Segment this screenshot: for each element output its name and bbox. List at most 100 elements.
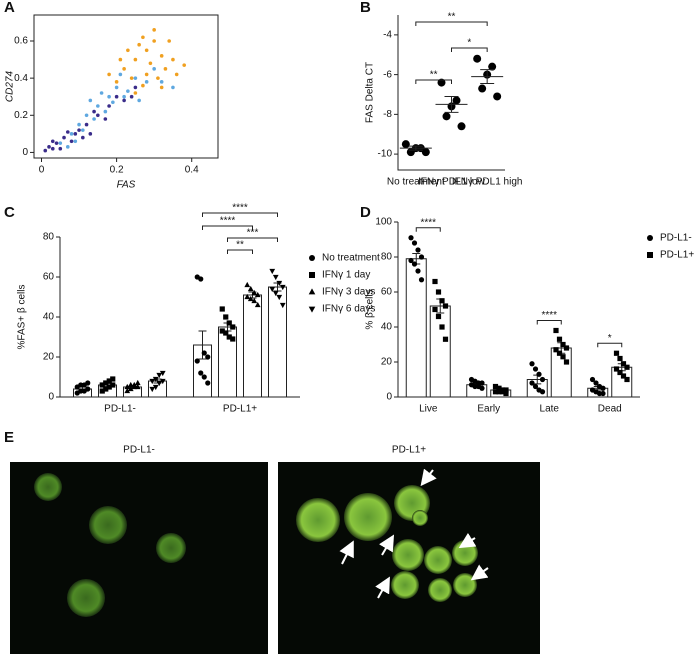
significance-label: **** xyxy=(541,310,557,321)
legend-label: PD-L1- xyxy=(660,233,692,244)
scatter-point xyxy=(171,85,175,90)
y-axis-label: CD274 xyxy=(5,71,16,103)
panel-label: E xyxy=(4,429,14,446)
x-tick-label: Early xyxy=(477,404,500,415)
marker xyxy=(437,78,446,87)
marker xyxy=(401,140,410,149)
marker xyxy=(198,276,204,282)
scatter-point xyxy=(111,100,115,105)
marker xyxy=(536,371,542,377)
marker xyxy=(106,384,112,390)
marker xyxy=(418,277,425,283)
marker xyxy=(309,255,315,261)
marker xyxy=(254,291,261,298)
x-tick-label: Dead xyxy=(598,404,622,415)
marker xyxy=(563,345,570,351)
scatter-point xyxy=(62,135,66,140)
scatter-point xyxy=(77,122,81,127)
scatter-point xyxy=(118,72,123,77)
marker xyxy=(617,355,623,362)
scatter-point xyxy=(167,39,171,43)
y-tick-label: 60 xyxy=(381,287,393,298)
scatter-point xyxy=(81,128,85,132)
significance-label: ** xyxy=(448,12,456,23)
marker xyxy=(124,387,131,394)
significance-bracket xyxy=(451,47,488,52)
marker xyxy=(452,96,461,105)
marker xyxy=(620,361,627,367)
scatter-point xyxy=(144,80,149,84)
significance-label: *** xyxy=(247,228,259,239)
scatter-point xyxy=(152,39,156,43)
marker xyxy=(415,247,421,253)
image-panel: E PD-L1- PD-L1+ xyxy=(4,429,540,654)
marker xyxy=(156,372,163,379)
marker xyxy=(620,373,627,379)
panel-label: D xyxy=(360,204,371,221)
scatter-point xyxy=(65,145,70,149)
marker xyxy=(478,84,487,93)
scatter-point xyxy=(88,98,93,103)
axis xyxy=(33,14,219,159)
scatter-point xyxy=(152,67,156,71)
scatter-point xyxy=(84,122,89,127)
error-bar xyxy=(444,95,459,113)
marker xyxy=(230,324,236,330)
scatter-point xyxy=(122,94,126,99)
scatter-point xyxy=(144,72,149,77)
marker xyxy=(556,336,563,342)
significance-label: * xyxy=(467,38,471,49)
scatter-point xyxy=(159,80,164,84)
marker xyxy=(198,370,204,376)
marker xyxy=(124,383,131,390)
y-tick-label: 80 xyxy=(43,232,55,243)
scatter-point xyxy=(50,146,55,151)
significance-label: ** xyxy=(430,70,438,81)
marker xyxy=(560,341,566,348)
scatter-point xyxy=(99,91,104,95)
legend-label: IFNγ 3 days xyxy=(322,287,375,298)
y-tick-label: 0.4 xyxy=(14,73,28,84)
scatter-point xyxy=(133,57,138,62)
scatter-point xyxy=(148,61,153,66)
marker xyxy=(553,327,559,334)
marker xyxy=(244,293,251,300)
marker xyxy=(308,288,316,295)
marker xyxy=(269,268,276,275)
scatter-point xyxy=(126,48,130,53)
marker xyxy=(539,376,546,383)
marker xyxy=(496,389,502,395)
scatter-point xyxy=(114,80,119,84)
scatter-point xyxy=(141,83,145,88)
y-tick-label: 0 xyxy=(22,147,28,158)
scatter-point xyxy=(114,94,119,99)
marker xyxy=(244,281,251,288)
scatter-point xyxy=(126,89,130,93)
marker xyxy=(149,386,156,393)
scatter-point xyxy=(133,85,138,90)
arrows xyxy=(339,468,489,599)
y-tick-label: 40 xyxy=(381,322,393,333)
y-tick-label: -4 xyxy=(383,30,392,41)
marker xyxy=(492,383,499,390)
marker xyxy=(131,381,138,388)
scatter-point xyxy=(114,85,119,90)
marker xyxy=(149,378,156,385)
y-tick-label: 0.2 xyxy=(14,110,28,121)
marker xyxy=(99,388,105,394)
marker xyxy=(408,257,414,264)
scatter-point xyxy=(73,139,78,144)
marker xyxy=(269,286,276,293)
marker xyxy=(600,385,606,391)
marker xyxy=(251,289,258,296)
y-axis-label: % β cells xyxy=(365,289,376,329)
scatter-point xyxy=(58,141,63,145)
scatter-point xyxy=(144,48,149,53)
marker xyxy=(563,359,570,365)
significance-bracket xyxy=(415,21,488,26)
marker xyxy=(85,380,91,386)
axis xyxy=(397,15,505,171)
marker xyxy=(442,336,449,342)
marker xyxy=(499,389,506,395)
